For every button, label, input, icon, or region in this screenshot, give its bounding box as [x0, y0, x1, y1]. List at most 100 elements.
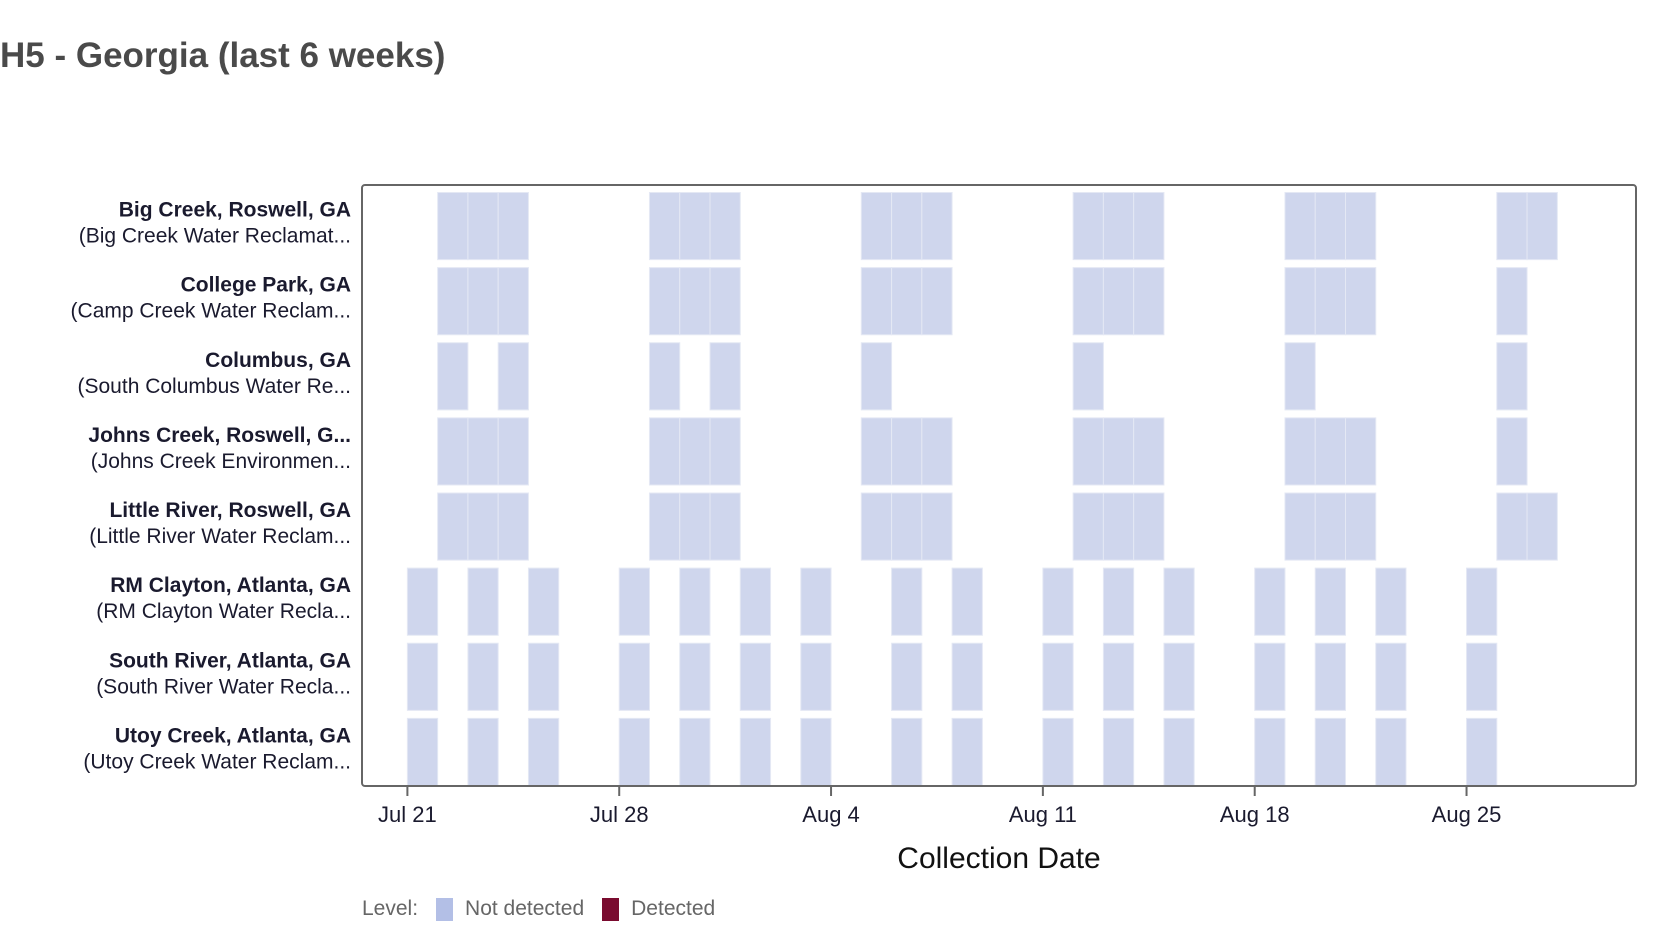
heatmap-cell: [648, 267, 681, 336]
heatmap-cell: [497, 192, 529, 261]
heatmap-cell: [1314, 192, 1346, 261]
heatmap-cell: [648, 492, 681, 561]
heatmap-cell: [951, 567, 983, 636]
heatmap-cell: [1254, 717, 1286, 786]
heatmap-cell: [437, 192, 469, 261]
heatmap-cell: [1133, 417, 1165, 486]
heatmap-cell: [1163, 717, 1195, 786]
heatmap-cell: [891, 267, 923, 336]
heatmap-cell: [1102, 417, 1135, 486]
heatmap-cell: [1102, 267, 1135, 336]
heatmap-cell: [437, 417, 469, 486]
heatmap-cell: [860, 267, 893, 336]
x-tick-label: Jul 28: [590, 802, 649, 827]
heatmap-cell: [921, 192, 953, 261]
legend-label-not-detected: Not detected: [465, 897, 585, 920]
heatmap-cell: [467, 717, 499, 786]
heatmap-cell: [648, 342, 681, 411]
heatmap-cell: [679, 717, 711, 786]
heatmap-cell: [1466, 642, 1498, 711]
legend-swatch-detected: [602, 897, 620, 921]
heatmap-cell: [1042, 642, 1074, 711]
row-label-site: College Park, GA: [181, 274, 351, 297]
heatmap-cell: [1254, 642, 1286, 711]
heatmap-cell: [467, 417, 499, 486]
heatmap-cell: [406, 567, 439, 636]
heatmap-cell: [1133, 267, 1165, 336]
heatmap-cell: [1284, 417, 1316, 486]
row-label-plant: (Little River Water Reclam...: [89, 525, 351, 548]
heatmap-cell: [891, 567, 923, 636]
heatmap-cell: [921, 417, 953, 486]
heatmap-cell: [437, 492, 469, 561]
heatmap-cell: [1254, 567, 1286, 636]
heatmap-cell: [1375, 717, 1407, 786]
heatmap-cell: [1102, 492, 1135, 561]
heatmap-cell: [437, 267, 469, 336]
heatmap-cell: [679, 417, 711, 486]
heatmap-cell: [1133, 492, 1165, 561]
legend-title: Level:: [362, 897, 419, 920]
row-label-plant: (Camp Creek Water Reclam...: [71, 300, 351, 323]
heatmap-cell: [1133, 192, 1165, 261]
heatmap-cell: [1314, 642, 1346, 711]
heatmap-cell: [739, 642, 772, 711]
heatmap-cell: [1375, 642, 1407, 711]
row-label-site: Columbus, GA: [205, 349, 351, 372]
heatmap-cell: [1072, 492, 1104, 561]
legend-label-detected: Detected: [631, 897, 716, 920]
heatmap-cell: [497, 492, 529, 561]
plot-border: [361, 184, 1637, 787]
heatmap-cell: [527, 717, 560, 786]
heatmap-cell: [1526, 192, 1558, 261]
heatmap-cell: [709, 267, 741, 336]
heatmap-cell: [679, 492, 711, 561]
heatmap-cell: [467, 267, 499, 336]
x-axis-title: Collection Date: [897, 842, 1100, 875]
heatmap-cell: [1344, 417, 1377, 486]
heatmap-cell: [860, 417, 893, 486]
heatmap-cell: [1163, 642, 1195, 711]
legend-swatch-not-detected: [436, 897, 454, 921]
x-tick-label: Aug 18: [1220, 802, 1290, 827]
heatmap-cell: [1496, 342, 1528, 411]
heatmap-cell: [1163, 567, 1195, 636]
heatmap-cell: [467, 642, 499, 711]
heatmap-cell: [1072, 342, 1104, 411]
heatmap-cell: [679, 192, 711, 261]
heatmap-cell: [1042, 567, 1074, 636]
heatmap-cell: [800, 642, 832, 711]
heatmap-cell: [709, 192, 741, 261]
heatmap-cell: [1496, 192, 1528, 261]
heatmap-cell: [1284, 492, 1316, 561]
heatmap-cell: [467, 567, 499, 636]
x-tick-label: Jul 21: [378, 802, 437, 827]
heatmap-cell: [618, 642, 650, 711]
heatmap-cell: [1102, 192, 1135, 261]
x-tick-label: Aug 25: [1432, 802, 1502, 827]
row-label-plant: (South River Water Recla...: [96, 675, 351, 698]
row-label-plant: (Big Creek Water Reclamat...: [79, 225, 351, 248]
heatmap-cell: [891, 642, 923, 711]
heatmap-cell: [1314, 417, 1346, 486]
heatmap-cell: [1496, 417, 1528, 486]
heatmap-cell: [709, 417, 741, 486]
heatmap-cell: [921, 267, 953, 336]
heatmap-cell: [739, 567, 772, 636]
heatmap-cell: [860, 342, 893, 411]
x-tick-label: Aug 4: [802, 802, 860, 827]
row-label-plant: (RM Clayton Water Recla...: [96, 600, 351, 623]
heatmap-cell: [1466, 717, 1498, 786]
heatmap-cell: [497, 417, 529, 486]
heatmap-cell: [437, 342, 469, 411]
heatmap-cell: [1042, 717, 1074, 786]
heatmap-cell: [1284, 267, 1316, 336]
heatmap-cell: [1344, 492, 1377, 561]
heatmap-cell: [648, 192, 681, 261]
heatmap-cell: [800, 567, 832, 636]
row-label-plant: (Utoy Creek Water Reclam...: [83, 750, 351, 773]
chart-title: H5 - Georgia (last 6 weeks): [0, 36, 446, 75]
row-label-site: Big Creek, Roswell, GA: [119, 199, 351, 222]
heatmap-cell: [1284, 192, 1316, 261]
